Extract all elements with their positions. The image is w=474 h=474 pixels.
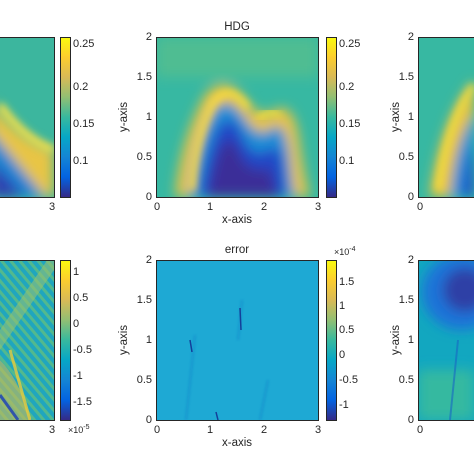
colorbar-tick-label: 0.5 <box>73 292 89 304</box>
x-tick-label: 0 <box>153 201 161 213</box>
x-tick-label: 2 <box>260 201 268 213</box>
x-axis-label: x-axis <box>221 437 253 449</box>
colorbar-tick-label: 0.2 <box>339 81 355 93</box>
y-tick-label: 0.5 <box>136 151 152 163</box>
y-tick-label: 0 <box>145 414 152 426</box>
colorbar-tick-label: -1 <box>339 399 349 411</box>
x-tick-label: 3 <box>48 424 56 436</box>
heatmap-image-top-right <box>418 37 474 197</box>
colorbar-tick-label: 0.2 <box>73 81 89 93</box>
colorbar-tick-label: 0.1 <box>339 155 355 167</box>
colorbar-tick-label: -1.5 <box>73 396 92 408</box>
y-axis-label: y-axis <box>390 101 402 133</box>
y-tick-label: 1 <box>145 334 152 346</box>
colorbar-tick-label: 0 <box>73 318 80 330</box>
heatmap-image-error <box>156 260 318 420</box>
y-tick-label: 1 <box>145 111 152 123</box>
x-tick-label: 3 <box>314 424 322 436</box>
y-tick-label: 1.5 <box>398 71 414 83</box>
chart-title-error: error <box>224 244 250 256</box>
colorbar-bottom-left <box>60 260 70 420</box>
colorbar-tick-label: 0.5 <box>339 324 355 336</box>
colorbar-multiplier: ×10-4 <box>334 246 356 257</box>
y-tick-label: 1.5 <box>136 71 152 83</box>
y-tick-label: 0.5 <box>398 374 414 386</box>
x-tick-label: 0 <box>416 424 424 436</box>
colorbar-hdg <box>326 37 336 197</box>
colorbar-error <box>326 260 336 420</box>
y-tick-label: 1.5 <box>136 294 152 306</box>
colorbar-tick-label: -1 <box>73 370 83 382</box>
colorbar-tick-label: 0.1 <box>73 155 89 167</box>
y-tick-label: 0.5 <box>398 151 414 163</box>
colorbar-tick-label: -0.5 <box>73 344 92 356</box>
y-axis-label: y-axis <box>390 324 402 356</box>
x-tick-label: 0 <box>416 201 424 213</box>
y-tick-label: 1 <box>407 111 414 123</box>
y-tick-label: 2 <box>145 31 152 43</box>
colorbar-tick-label: 0 <box>339 349 346 361</box>
colorbar-tick-label: 0.25 <box>73 38 95 50</box>
colorbar-top-left <box>60 37 70 197</box>
y-tick-label: 1 <box>407 334 414 346</box>
y-tick-label: 2 <box>407 31 414 43</box>
heatmap-image-bottom-left <box>0 260 54 420</box>
colorbar-tick-label: 1 <box>73 266 80 278</box>
colorbar-tick-label: 1 <box>339 300 346 312</box>
x-tick-label: 3 <box>314 201 322 213</box>
y-axis-label: y-axis <box>118 101 130 133</box>
colorbar-tick-label: 0.25 <box>339 38 361 50</box>
heatmap-image-top-left <box>0 37 54 197</box>
y-tick-label: 1.5 <box>398 294 414 306</box>
x-tick-label: 0 <box>153 424 161 436</box>
colorbar-multiplier: ×10-5 <box>68 424 90 435</box>
x-axis-label: x-axis <box>221 214 253 226</box>
heatmap-image-bottom-right <box>418 260 474 420</box>
colorbar-tick-label: 0.15 <box>73 118 95 130</box>
chart-title-hdg: HDG <box>224 21 250 33</box>
y-tick-label: 0 <box>145 191 152 203</box>
heatmap-image-hdg <box>156 37 318 197</box>
y-tick-label: 0.5 <box>136 374 152 386</box>
colorbar-tick-label: -0.5 <box>339 374 358 386</box>
colorbar-tick-label: 0.15 <box>339 118 361 130</box>
x-tick-label: 3 <box>48 201 56 213</box>
y-tick-label: 2 <box>407 254 414 266</box>
colorbar-tick-label: 1.5 <box>339 276 355 288</box>
y-axis-label: y-axis <box>118 324 130 356</box>
x-tick-label: 1 <box>206 201 214 213</box>
x-tick-label: 1 <box>206 424 214 436</box>
x-tick-label: 2 <box>260 424 268 436</box>
y-tick-label: 2 <box>145 254 152 266</box>
y-tick-label: 0 <box>407 191 414 203</box>
y-tick-label: 0 <box>407 414 414 426</box>
